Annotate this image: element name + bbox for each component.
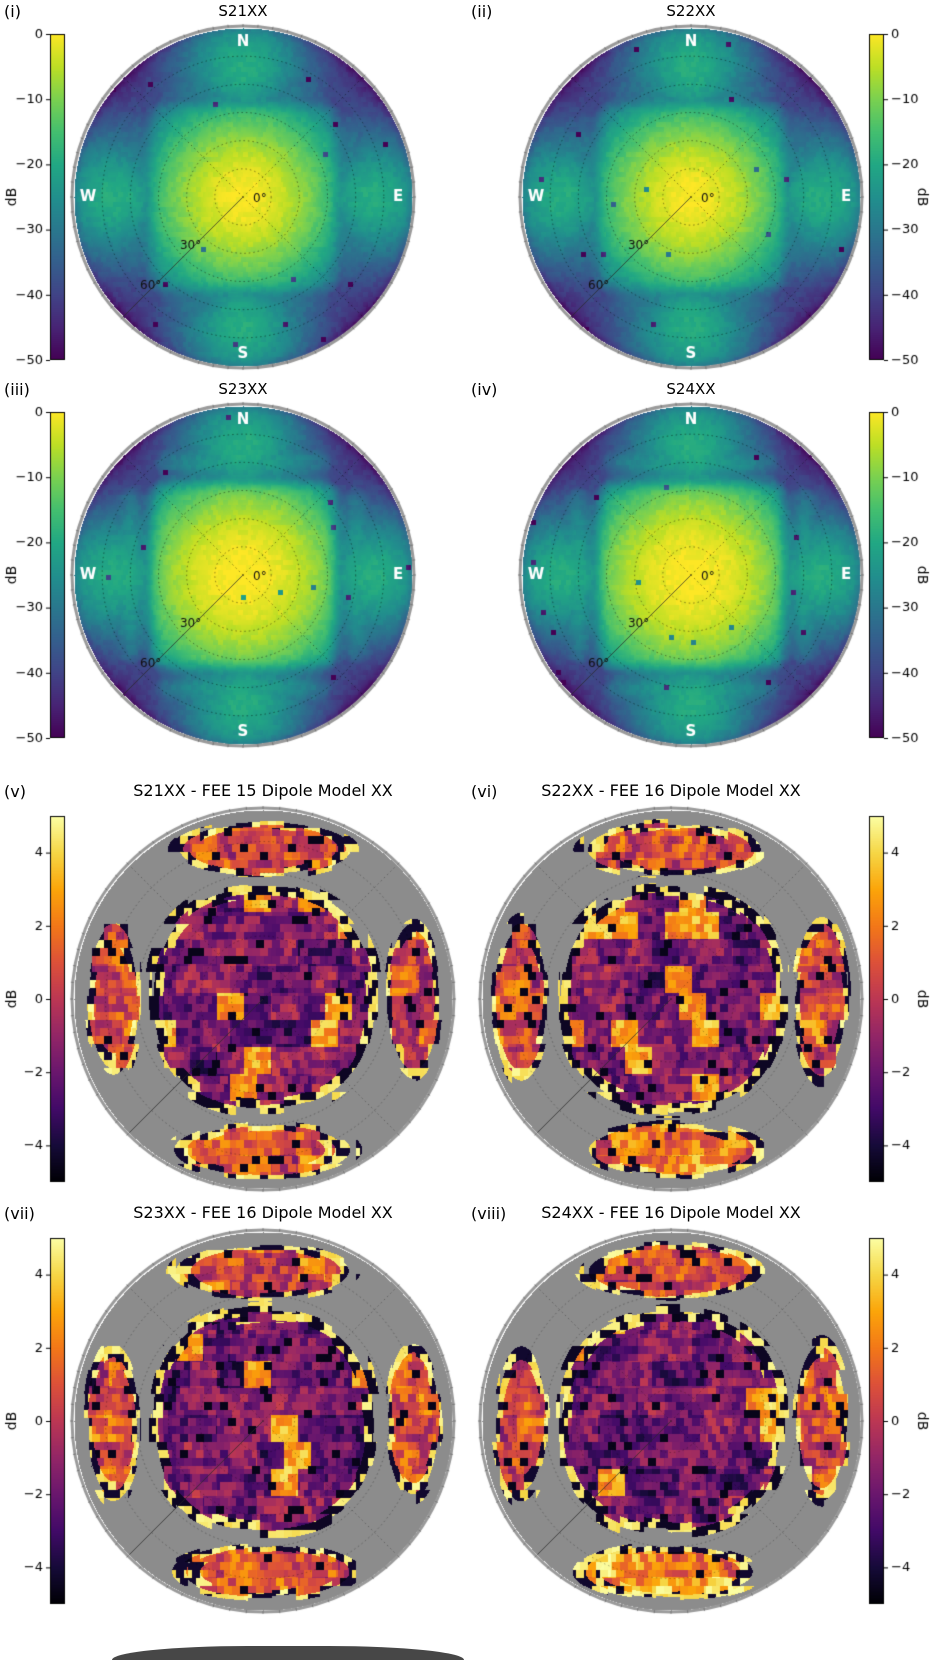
polar-heatmap-viii	[476, 1226, 866, 1616]
panel-iv-label: (iv)	[471, 380, 498, 399]
panel-viii-title: S24XX - FEE 16 Dipole Model XX	[541, 1203, 801, 1222]
polar-heatmap-v	[68, 804, 458, 1194]
colorbar-iii	[2, 400, 68, 750]
cropped-next-figure-edge	[112, 1646, 464, 1660]
colorbar-viii	[866, 1226, 932, 1616]
figure-row-1: (i) S21XX (ii) S22XX	[0, 0, 934, 372]
panel-vii-title: S23XX - FEE 16 Dipole Model XX	[133, 1203, 393, 1222]
panel-v-label: (v)	[4, 782, 26, 801]
panel-iv-title: S24XX	[666, 380, 716, 398]
panel-viii: (viii) S24XX - FEE 16 Dipole Model XX	[467, 1202, 934, 1616]
polar-heatmap-iii	[68, 400, 418, 750]
panel-vii: (vii) S23XX - FEE 16 Dipole Model XX	[0, 1202, 467, 1616]
figure-row-3: (v) S21XX - FEE 15 Dipole Model XX (vi) …	[0, 780, 934, 1194]
panel-ii: (ii) S22XX	[467, 0, 934, 372]
polar-heatmap-iv	[516, 400, 866, 750]
polar-heatmap-vi	[476, 804, 866, 1194]
panel-i-title: S21XX	[218, 2, 268, 20]
panel-viii-label: (viii)	[471, 1204, 507, 1223]
colorbar-i	[2, 22, 68, 372]
panel-vi-label: (vi)	[471, 782, 498, 801]
colorbar-vii	[2, 1226, 68, 1616]
panel-iii-label: (iii)	[4, 380, 30, 399]
panel-v-title: S21XX - FEE 15 Dipole Model XX	[133, 781, 393, 800]
panel-ii-title: S22XX	[666, 2, 716, 20]
colorbar-iv	[866, 400, 932, 750]
panel-ii-label: (ii)	[471, 2, 493, 21]
polar-heatmap-ii	[516, 22, 866, 372]
panel-vi: (vi) S22XX - FEE 16 Dipole Model XX	[467, 780, 934, 1194]
polar-heatmap-i	[68, 22, 418, 372]
panel-vi-title: S22XX - FEE 16 Dipole Model XX	[541, 781, 801, 800]
polar-heatmap-vii	[68, 1226, 458, 1616]
panel-v: (v) S21XX - FEE 15 Dipole Model XX	[0, 780, 467, 1194]
panel-iv: (iv) S24XX	[467, 378, 934, 750]
panel-vii-label: (vii)	[4, 1204, 35, 1223]
panel-i: (i) S21XX	[0, 0, 467, 372]
figure-row-2: (iii) S23XX (iv) S24XX	[0, 378, 934, 750]
panel-iii-title: S23XX	[218, 380, 268, 398]
colorbar-v	[2, 804, 68, 1194]
figure-row-4: (vii) S23XX - FEE 16 Dipole Model XX (vi…	[0, 1202, 934, 1616]
panel-i-label: (i)	[4, 2, 21, 21]
panel-iii: (iii) S23XX	[0, 378, 467, 750]
colorbar-ii	[866, 22, 932, 372]
colorbar-vi	[866, 804, 932, 1194]
